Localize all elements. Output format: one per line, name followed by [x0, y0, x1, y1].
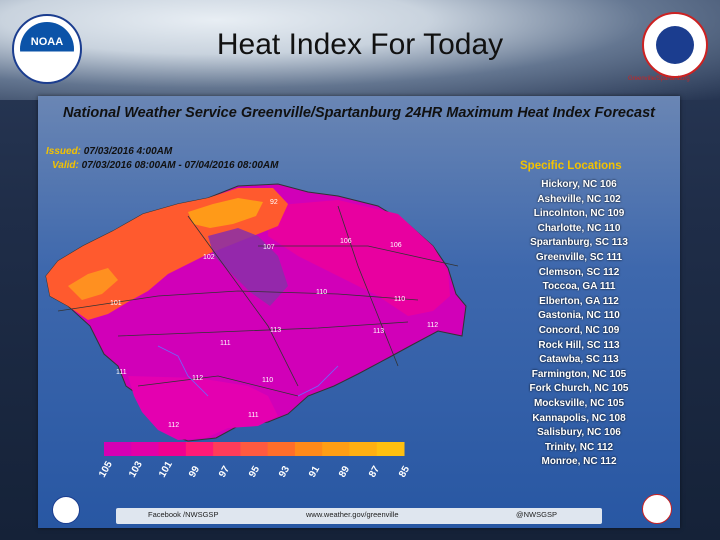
issued-label: Issued: — [46, 146, 82, 157]
location-item: Trinity, NC 112 — [544, 441, 614, 453]
location-item: Elberton, GA 112 — [539, 295, 619, 307]
twitter-link[interactable]: @NWSGSP — [516, 510, 557, 519]
map-value-labels: 92 107 102 106 106 101 110 110 112 113 1… — [110, 199, 438, 429]
nws-caption: Greenville/Spartanburg — [628, 76, 690, 82]
map-label: 92 — [270, 199, 278, 206]
map-label: 110 — [394, 296, 405, 303]
roads-layer — [57, 205, 459, 397]
map-label: 106 — [390, 242, 402, 249]
legend-swatch — [240, 442, 269, 456]
valid-label: Valid: — [52, 160, 79, 171]
rivers-layer — [157, 345, 339, 397]
map-label: 107 — [263, 244, 275, 251]
sky-background — [0, 0, 720, 100]
nws-logo — [642, 12, 708, 78]
legend-tick-label: 95 — [247, 464, 262, 480]
northeast-hot-region — [268, 200, 450, 316]
map-label: 112 — [168, 422, 179, 429]
legend-swatch — [104, 442, 132, 456]
map-label: 106 — [340, 238, 352, 245]
heat-index-map: 92 107 102 106 106 101 110 110 112 113 1… — [45, 183, 467, 480]
location-item: Rock Hill, SC 113 — [538, 339, 620, 351]
noaa-emblem-icon: NOAA — [20, 22, 74, 76]
map-label: 110 — [316, 289, 327, 296]
noaa-logo: NOAA — [12, 14, 82, 84]
location-item: Hickory, NC 106 — [541, 179, 617, 190]
nws-emblem-icon — [656, 26, 694, 64]
map-label: 112 — [427, 322, 438, 329]
ridge-purple-band — [208, 228, 288, 306]
location-item: Catawba, SC 113 — [539, 354, 619, 366]
location-item: Mocksville, NC 105 — [533, 397, 625, 409]
legend-swatch — [349, 442, 378, 456]
legend-swatch — [131, 442, 160, 456]
map-footer: Facebook /NWSGSP www.weather.gov/greenvi… — [116, 508, 602, 524]
heat-index-legend: 105 103 101 99 97 95 93 91 89 87 85 — [97, 442, 412, 480]
legend-swatch — [158, 442, 187, 456]
location-item: Gastonia, NC 110 — [538, 310, 620, 322]
map-label: 113 — [270, 327, 281, 334]
location-item: Toccoa, GA 111 — [542, 281, 616, 293]
legend-swatch — [267, 442, 296, 456]
legend-tick-label: 93 — [277, 464, 292, 480]
location-item: Kannapolis, NC 108 — [532, 412, 626, 424]
issued-line: Issued: 07/03/2016 4:00AM — [46, 146, 172, 157]
legend-tick-label: 105 — [97, 459, 115, 479]
map-label: 111 — [248, 412, 259, 419]
location-item: Greenville, SC 111 — [535, 251, 623, 263]
map-label: 113 — [373, 328, 384, 335]
mountain-coolest-spots — [188, 198, 263, 228]
legend-swatch — [185, 442, 214, 456]
southern-region-shape — [128, 376, 278, 440]
map-label: 101 — [110, 300, 122, 307]
legend-swatch — [376, 442, 405, 456]
website-link[interactable]: www.weather.gov/greenville — [306, 510, 399, 519]
location-item: Lincolnton, NC 109 — [533, 208, 625, 220]
map-label: 102 — [203, 254, 215, 261]
valid-line: Valid: 07/03/2016 08:00AM - 07/04/2016 0… — [52, 160, 278, 171]
map-label: 112 — [192, 375, 203, 382]
location-item: Concord, NC 109 — [538, 324, 620, 336]
legend-tick-label: 101 — [157, 459, 175, 479]
legend-swatch — [213, 442, 241, 456]
map-title: National Weather Service Greenville/Spar… — [62, 105, 655, 121]
legend-swatch — [294, 442, 323, 456]
map-label: 111 — [220, 340, 231, 347]
legend-tick-label: 99 — [187, 464, 202, 480]
location-item: Salisbury, NC 106 — [537, 427, 621, 439]
slide-title: Heat Index For Today — [216, 28, 504, 61]
legend-tick-label: 97 — [217, 464, 232, 480]
legend-tick-label: 85 — [397, 464, 412, 480]
heat-index-map-panel: 92 107 102 106 106 101 110 110 112 113 1… — [38, 96, 680, 528]
valid-value: 07/03/2016 08:00AM - 07/04/2016 08:00AM — [81, 160, 279, 171]
specific-locations-title: Specific Locations — [520, 160, 622, 172]
nws-small-logo — [642, 494, 672, 524]
location-item: Asheville, NC 102 — [537, 193, 621, 205]
location-item: Charlotte, NC 110 — [537, 222, 621, 234]
location-item: Clemson, SC 112 — [538, 266, 620, 278]
map-label: 110 — [262, 377, 273, 384]
map-label: 111 — [116, 369, 127, 376]
location-item: Fork Church, NC 105 — [529, 383, 629, 395]
specific-locations-list: Hickory, NC 106 Asheville, NC 102 Lincol… — [524, 178, 634, 470]
legend-tick-label: 87 — [367, 464, 382, 480]
legend-tick-label: 103 — [127, 459, 145, 479]
mountain-coolest-spots-2 — [68, 268, 118, 300]
location-item: Spartanburg, SC 113 — [530, 237, 628, 249]
noaa-small-logo — [52, 496, 80, 524]
location-item: Farmington, NC 105 — [531, 368, 627, 380]
legend-tick-label: 91 — [307, 464, 322, 480]
location-item: Monroe, NC 112 — [541, 456, 617, 468]
legend-tick-label: 89 — [337, 464, 352, 480]
noaa-logo-text: NOAA — [30, 36, 64, 48]
facebook-link[interactable]: Facebook /NWSGSP — [148, 510, 219, 519]
issued-value: 07/03/2016 4:00AM — [83, 146, 173, 157]
legend-swatch — [322, 442, 350, 456]
